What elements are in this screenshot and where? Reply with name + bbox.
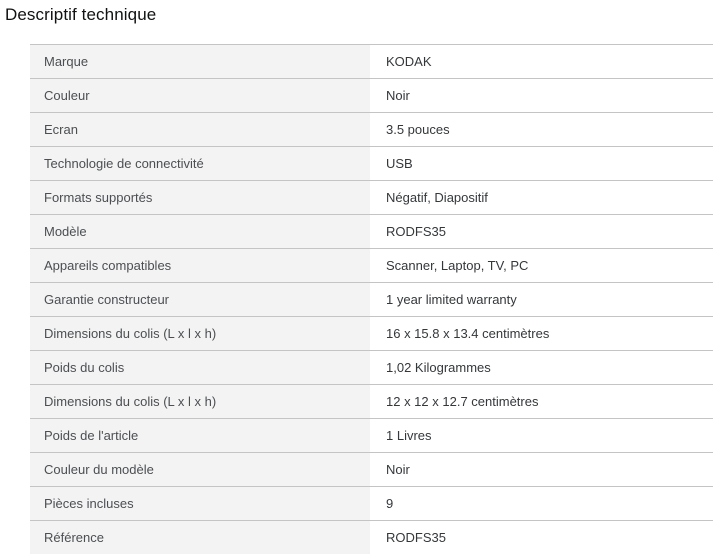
spec-label-cell: Modèle (30, 215, 370, 248)
spec-label-cell: Formats supportés (30, 181, 370, 214)
spec-value-cell: USB (370, 147, 713, 180)
table-row: Marque KODAK (30, 44, 713, 78)
spec-value-cell: RODFS35 (370, 215, 713, 248)
spec-value-cell: Noir (370, 453, 713, 486)
spec-value-cell: KODAK (370, 45, 713, 78)
spec-value-cell: RODFS35 (370, 521, 713, 554)
spec-label-cell: Dimensions du colis (L x l x h) (30, 385, 370, 418)
spec-value-cell: Négatif, Diapositif (370, 181, 713, 214)
spec-label-cell: Référence (30, 521, 370, 554)
table-row: Poids du colis 1,02 Kilogrammes (30, 350, 713, 384)
spec-label-cell: Poids de l'article (30, 419, 370, 452)
spec-label-cell: Appareils compatibles (30, 249, 370, 282)
spec-label-cell: Ecran (30, 113, 370, 146)
spec-value-cell: 9 (370, 487, 713, 520)
spec-label-cell: Dimensions du colis (L x l x h) (30, 317, 370, 350)
section-title: Descriptif technique (5, 5, 157, 24)
spec-label-cell: Garantie constructeur (30, 283, 370, 316)
table-row: Couleur du modèle Noir (30, 452, 713, 486)
spec-label-cell: Pièces incluses (30, 487, 370, 520)
spec-value-cell: 3.5 pouces (370, 113, 713, 146)
table-row: Dimensions du colis (L x l x h) 12 x 12 x… (30, 384, 713, 418)
spec-label-cell: Couleur (30, 79, 370, 112)
spec-value-cell: 12 x 12 x 12.7 centimètres (370, 385, 713, 418)
spec-value-cell: 1 year limited warranty (370, 283, 713, 316)
table-row: Pièces incluses 9 (30, 486, 713, 520)
spec-value-cell: 1,02 Kilogrammes (370, 351, 713, 384)
table-row: Ecran 3.5 pouces (30, 112, 713, 146)
spec-value-cell: 16 x 15.8 x 13.4 centimètres (370, 317, 713, 350)
table-row: Formats supportés Négatif, Diapositif (30, 180, 713, 214)
table-row: Modèle RODFS35 (30, 214, 713, 248)
spec-table: Marque KODAK Couleur Noir Ecran 3.5 pouces Tec… (30, 44, 713, 554)
spec-label-cell: Poids du colis (30, 351, 370, 384)
table-row: Appareils compatibles Scanner, Laptop, TV… (30, 248, 713, 282)
spec-label-cell: Technologie de connectivité (30, 147, 370, 180)
spec-label-cell: Couleur du modèle (30, 453, 370, 486)
table-row: Dimensions du colis (L x l x h) 16 x 15.8… (30, 316, 713, 350)
spec-value-cell: Scanner, Laptop, TV, PC (370, 249, 713, 282)
table-row: Couleur Noir (30, 78, 713, 112)
table-row: Poids de l'article 1 Livres (30, 418, 713, 452)
table-row: Référence RODFS35 (30, 520, 713, 554)
spec-label-cell: Marque (30, 45, 370, 78)
table-row: Garantie constructeur 1 year limited warr… (30, 282, 713, 316)
spec-value-cell: 1 Livres (370, 419, 713, 452)
spec-value-cell: Noir (370, 79, 713, 112)
table-row: Technologie de connectivité USB (30, 146, 713, 180)
